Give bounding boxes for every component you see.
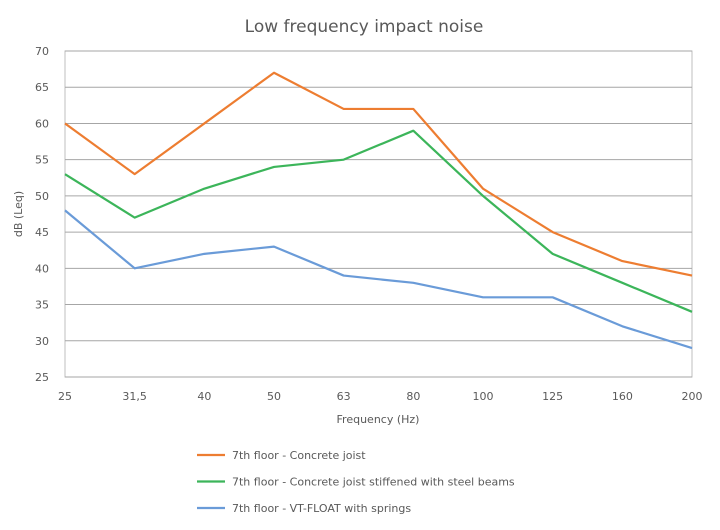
y-tick-label: 65: [35, 81, 49, 94]
legend-label: 7th floor - Concrete joist stiffened wit…: [232, 476, 515, 489]
x-tick-label: 160: [612, 390, 633, 403]
y-axis-label: dB (Leq): [12, 191, 25, 237]
plot-area-border: [65, 51, 692, 377]
y-tick-label: 30: [35, 335, 49, 348]
series-line: [65, 131, 692, 312]
y-tick-label: 50: [35, 190, 49, 203]
x-tick-label: 63: [337, 390, 351, 403]
y-tick-label: 55: [35, 154, 49, 167]
x-tick-label: 200: [682, 390, 703, 403]
y-tick-label: 35: [35, 299, 49, 312]
y-tick-label: 70: [35, 45, 49, 58]
legend-label: 7th floor - Concrete joist: [232, 449, 366, 462]
x-tick-label: 100: [473, 390, 494, 403]
x-tick-label: 50: [267, 390, 281, 403]
series-line: [65, 73, 692, 276]
y-tick-label: 25: [35, 371, 49, 384]
x-tick-label: 125: [542, 390, 563, 403]
y-tick-label: 40: [35, 262, 49, 275]
x-tick-label: 31,5: [122, 390, 147, 403]
series-line: [65, 210, 692, 348]
y-tick-label: 45: [35, 226, 49, 239]
legend-label: 7th floor - VT-FLOAT with springs: [232, 502, 411, 515]
x-tick-label: 80: [406, 390, 420, 403]
x-axis-label: Frequency (Hz): [337, 413, 420, 426]
x-tick-label: 25: [58, 390, 72, 403]
x-tick-label: 40: [197, 390, 211, 403]
y-tick-label: 60: [35, 117, 49, 130]
chart-title: Low frequency impact noise: [245, 17, 484, 37]
